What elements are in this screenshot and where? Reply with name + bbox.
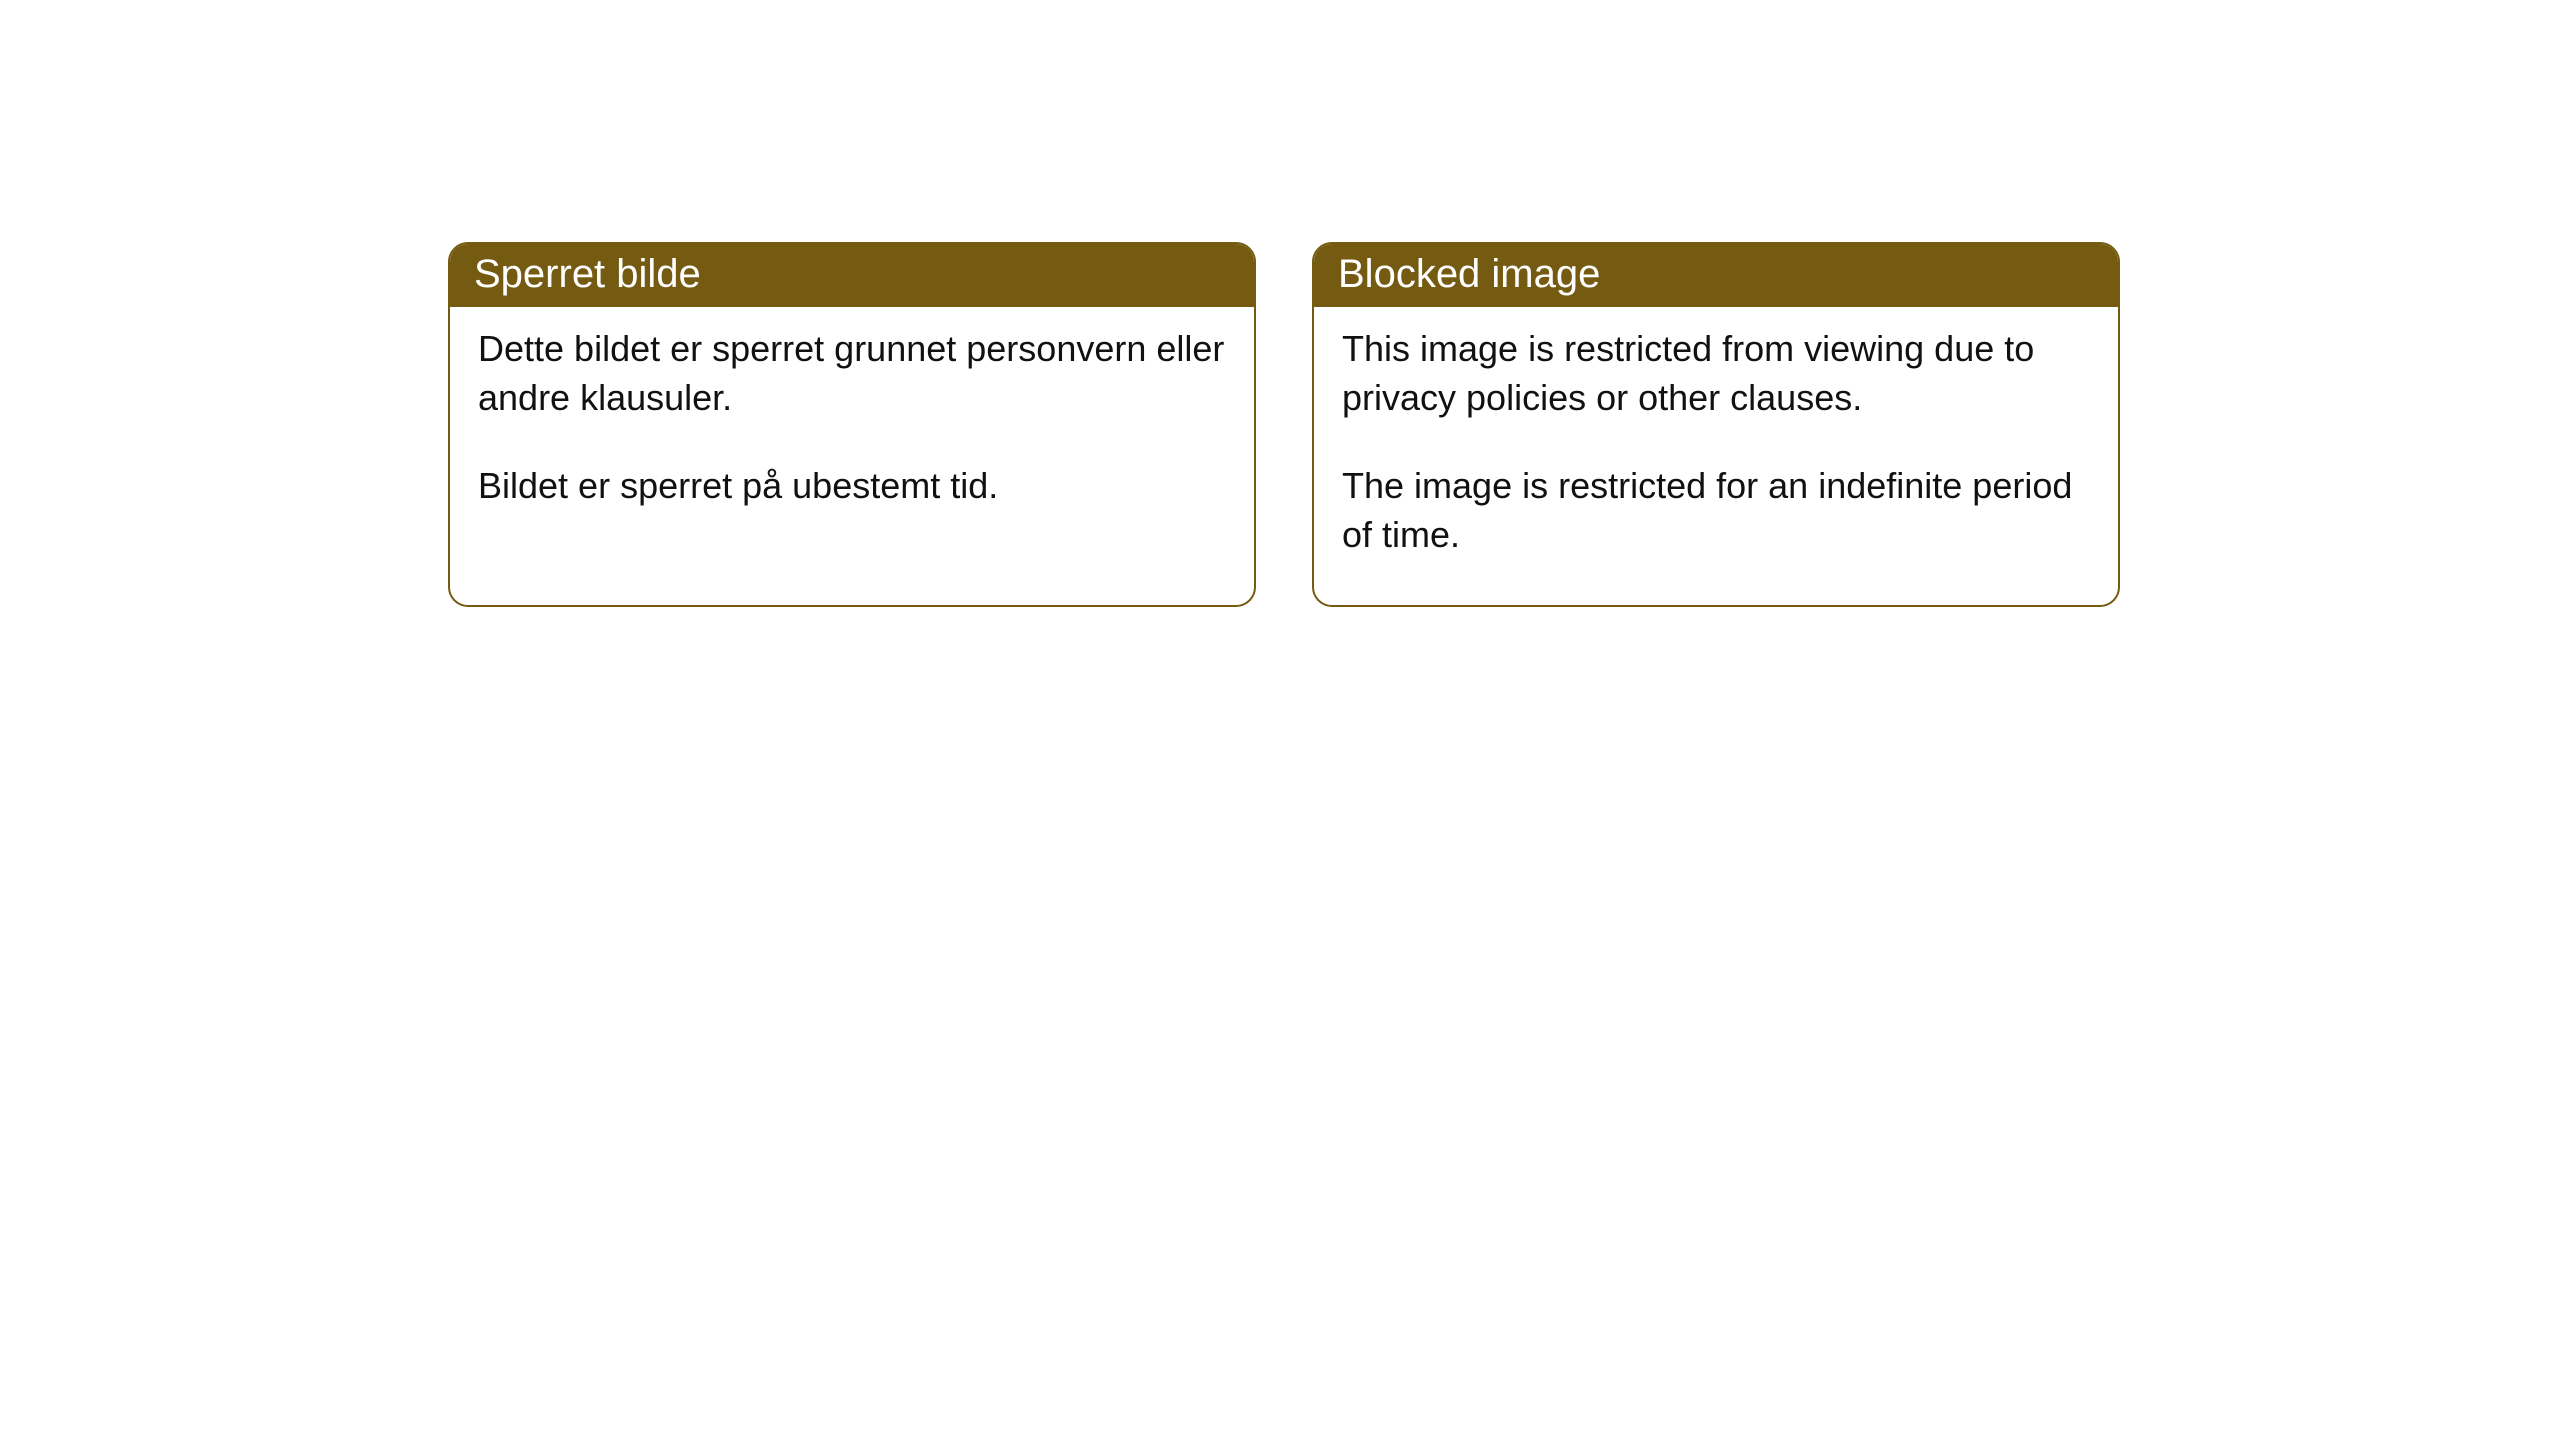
notice-container: Sperret bilde Dette bildet er sperret gr… <box>0 0 2560 607</box>
card-header-norwegian: Sperret bilde <box>450 244 1254 307</box>
card-paragraph-1-english: This image is restricted from viewing du… <box>1342 325 2090 422</box>
card-title-english: Blocked image <box>1338 252 1600 296</box>
card-paragraph-2-english: The image is restricted for an indefinit… <box>1342 462 2090 559</box>
card-paragraph-1-norwegian: Dette bildet er sperret grunnet personve… <box>478 325 1226 422</box>
card-body-norwegian: Dette bildet er sperret grunnet personve… <box>450 307 1254 557</box>
blocked-image-card-english: Blocked image This image is restricted f… <box>1312 242 2120 607</box>
card-paragraph-2-norwegian: Bildet er sperret på ubestemt tid. <box>478 462 1226 511</box>
card-body-english: This image is restricted from viewing du… <box>1314 307 2118 605</box>
card-header-english: Blocked image <box>1314 244 2118 307</box>
card-title-norwegian: Sperret bilde <box>474 252 701 296</box>
blocked-image-card-norwegian: Sperret bilde Dette bildet er sperret gr… <box>448 242 1256 607</box>
